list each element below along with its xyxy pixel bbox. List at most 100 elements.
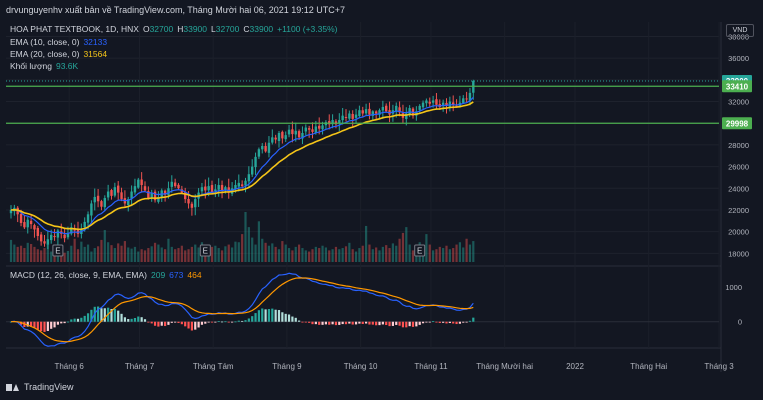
volume-bar xyxy=(70,245,73,262)
macd-histogram-bar xyxy=(385,321,388,326)
macd-histogram-bar xyxy=(395,321,398,325)
candle-body xyxy=(348,113,351,119)
candle-body xyxy=(385,105,388,112)
candle-body xyxy=(452,102,455,105)
volume-bar xyxy=(442,248,445,262)
volume-bar xyxy=(19,245,23,262)
candle-body xyxy=(257,149,261,157)
close-value: 33900 xyxy=(249,24,274,34)
macd-histogram-bar xyxy=(298,320,301,322)
candle-body xyxy=(274,137,277,140)
candle-body xyxy=(210,185,214,193)
volume-bar xyxy=(150,246,153,262)
volume-bar xyxy=(458,242,461,262)
volume-bar xyxy=(127,247,130,262)
macd-histogram-bar xyxy=(261,308,264,322)
macd-histogram-bar xyxy=(401,321,405,328)
volume-bar xyxy=(147,248,150,262)
volume-bar xyxy=(261,238,264,262)
macd-label: MACD (12, 26, close, 9, EMA, EMA) xyxy=(10,270,147,280)
tradingview-footer[interactable]: TradingView xyxy=(6,382,74,392)
macd-histogram-bar xyxy=(33,321,36,328)
candle-body xyxy=(157,196,160,202)
macd-histogram-bar xyxy=(314,321,317,325)
volume-bar xyxy=(405,227,408,262)
high-label: H xyxy=(177,24,184,34)
macd-histogram-bar xyxy=(204,321,207,324)
volume-bar xyxy=(341,248,344,262)
macd-histogram-bar xyxy=(321,321,324,325)
candle-body xyxy=(368,108,371,115)
volume-bar xyxy=(143,250,147,262)
candle-body xyxy=(284,135,287,140)
candle-body xyxy=(39,234,43,242)
macd-histogram-bar xyxy=(97,306,100,322)
volume-bar xyxy=(66,250,70,262)
candle-body xyxy=(351,113,354,119)
candle-body xyxy=(301,132,304,139)
candle-body xyxy=(184,192,187,200)
volume-bar xyxy=(164,249,167,262)
volume-bar xyxy=(224,246,227,262)
macd-histogram-bar xyxy=(274,309,277,322)
macd-histogram-bar xyxy=(187,321,190,329)
macd-histogram-bar xyxy=(425,321,428,323)
macd-histogram-bar xyxy=(398,321,401,326)
candle-body xyxy=(418,105,421,110)
candle-body xyxy=(46,239,50,245)
macd-histogram-bar xyxy=(43,321,46,332)
candle-body xyxy=(425,100,428,104)
macd-histogram-bar xyxy=(344,321,348,325)
macd-histogram-bar xyxy=(210,321,214,323)
candle-body xyxy=(177,184,180,189)
macd-line xyxy=(10,272,474,347)
candle-body xyxy=(43,241,46,244)
candle-body xyxy=(311,129,314,132)
volume-bar xyxy=(167,238,170,262)
earnings-marker-label: E xyxy=(203,247,208,256)
macd-histogram-bar xyxy=(127,318,130,322)
volume-bar xyxy=(157,244,160,262)
volume-bar xyxy=(137,251,140,262)
candle-body xyxy=(251,166,254,175)
volume-bar xyxy=(304,250,307,262)
candle-body xyxy=(150,192,153,199)
candle-body xyxy=(445,102,448,106)
candle-body xyxy=(127,199,130,206)
macd-histogram-bar xyxy=(381,321,384,325)
volume-bar xyxy=(334,246,338,262)
macd-histogram-bar xyxy=(468,320,472,322)
candle-body xyxy=(354,114,358,118)
macd-histogram-bar xyxy=(251,316,254,322)
volume-bar xyxy=(318,248,321,262)
volume-bar xyxy=(254,244,257,262)
candle-body xyxy=(281,131,284,139)
volume-bar xyxy=(375,247,378,262)
volume-bar xyxy=(462,247,465,262)
volume-bar xyxy=(398,238,401,262)
volume-bar xyxy=(184,250,187,262)
x-tick-label: Tháng 7 xyxy=(125,362,155,371)
x-tick-label: Tháng Hai xyxy=(630,362,667,371)
macd-histogram-bar xyxy=(30,321,33,327)
volume-bar xyxy=(311,249,314,262)
price-label: 33410 xyxy=(726,82,749,91)
volume-bar xyxy=(358,248,361,262)
volume-label: Khối lượng xyxy=(10,61,52,71)
x-tick-label: Tháng 10 xyxy=(344,362,378,371)
volume-bar xyxy=(452,248,455,262)
volume-bar xyxy=(170,246,173,262)
currency-button[interactable]: VND xyxy=(726,24,754,37)
macd-histogram-bar xyxy=(50,321,53,329)
volume-bar xyxy=(83,246,86,262)
ema20-line xyxy=(10,101,474,231)
x-tick-label: Tháng 9 xyxy=(272,362,302,371)
candle-body xyxy=(167,188,170,195)
candle-body xyxy=(331,119,334,125)
x-tick-label: Tháng Mười hai xyxy=(476,362,533,371)
volume-bar xyxy=(251,237,254,262)
volume-bar xyxy=(274,246,277,262)
volume-bar xyxy=(448,249,451,262)
volume-legend: Khối lượng 93.6K xyxy=(10,61,82,71)
